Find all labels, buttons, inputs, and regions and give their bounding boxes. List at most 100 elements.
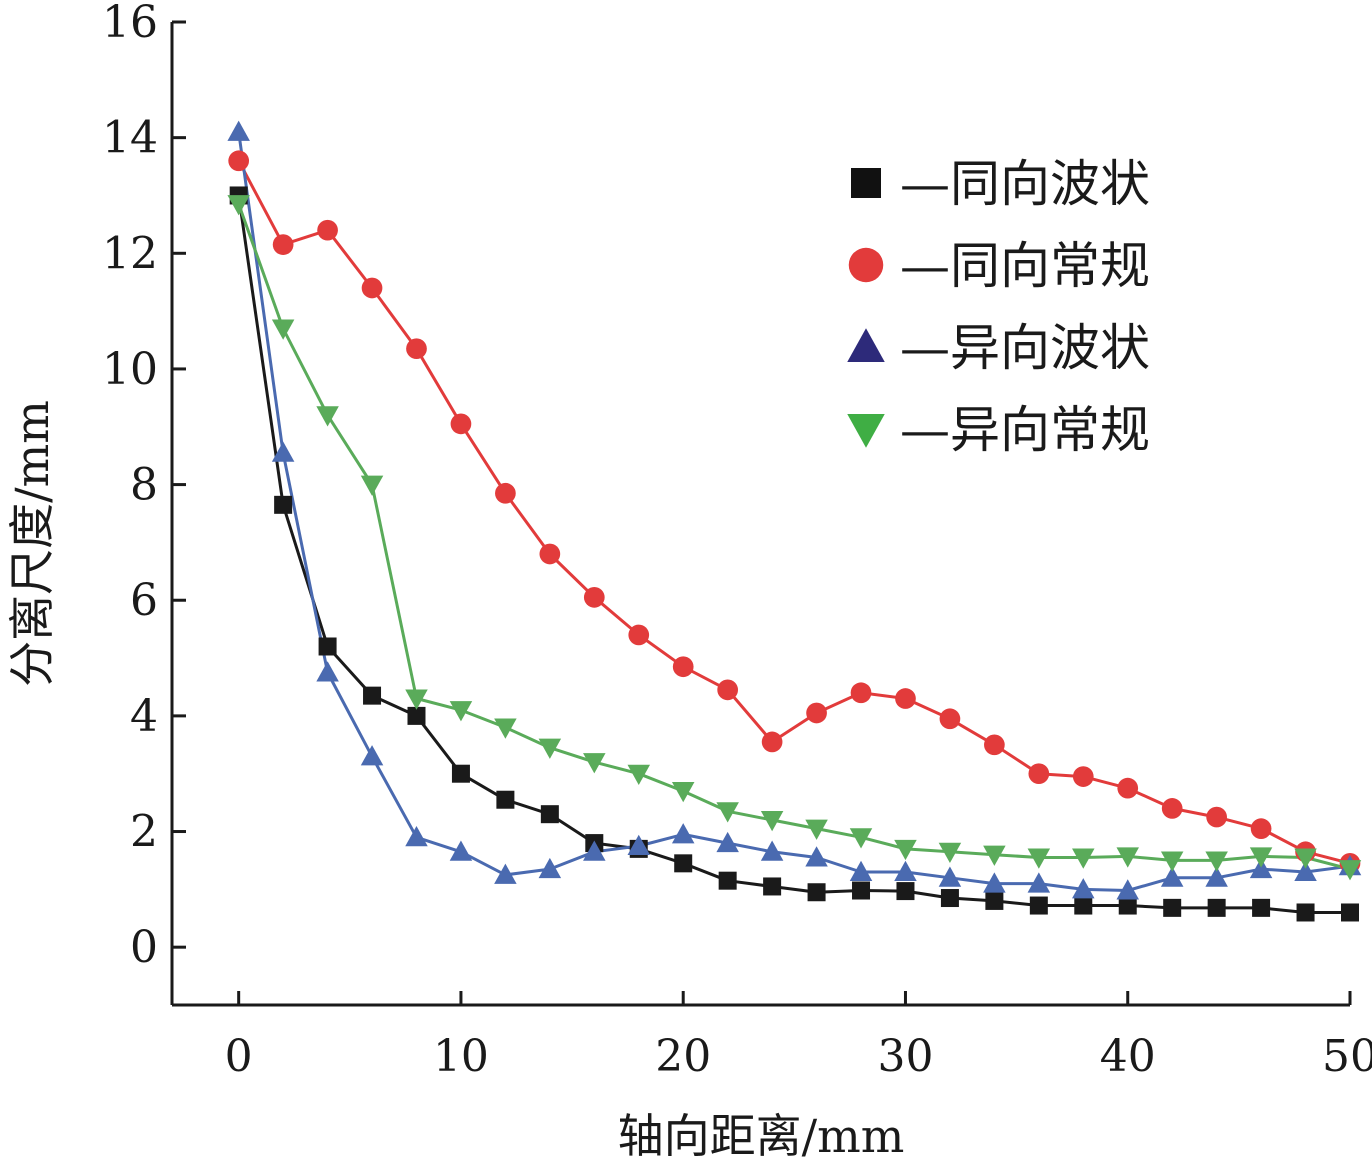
data-point bbox=[316, 661, 339, 682]
ticks: 0 2 4 6 8 10 12 14 16 0 10 20 30 40 50 bbox=[102, 0, 1372, 1082]
data-point bbox=[451, 764, 470, 783]
data-point bbox=[1072, 878, 1095, 899]
data-point bbox=[1160, 851, 1184, 872]
data-point bbox=[1296, 903, 1315, 922]
data-point bbox=[1028, 763, 1050, 785]
y-tick-label: 8 bbox=[130, 460, 158, 511]
data-point bbox=[1118, 896, 1137, 915]
data-point bbox=[852, 881, 871, 900]
data-point bbox=[716, 831, 739, 853]
data-point bbox=[1160, 866, 1184, 887]
data-point bbox=[407, 706, 426, 725]
data-point bbox=[807, 883, 826, 902]
data-point bbox=[671, 823, 695, 844]
data-point bbox=[538, 738, 562, 759]
data-point bbox=[627, 764, 651, 785]
data-point bbox=[405, 826, 428, 847]
legend-label: —同向常规 bbox=[900, 237, 1150, 295]
data-point bbox=[583, 840, 606, 861]
legend-item: —异向常规 bbox=[847, 401, 1150, 459]
data-point bbox=[1294, 848, 1317, 869]
data-point bbox=[1072, 766, 1094, 787]
legend-item: —同向波状 bbox=[851, 155, 1150, 213]
data-point bbox=[983, 845, 1006, 866]
data-point bbox=[806, 702, 827, 724]
data-point bbox=[318, 637, 337, 656]
data-point bbox=[763, 877, 782, 896]
data-point bbox=[494, 863, 517, 884]
data-point bbox=[360, 745, 384, 766]
data-point bbox=[940, 889, 959, 908]
data-point bbox=[228, 150, 250, 172]
x-tick-label: 0 bbox=[225, 1031, 253, 1082]
y-tick-label: 12 bbox=[102, 228, 158, 279]
x-tick-label: 10 bbox=[433, 1031, 489, 1082]
legend-marker bbox=[847, 414, 885, 448]
data-point bbox=[496, 790, 515, 809]
data-point bbox=[361, 277, 383, 299]
series-line-1 bbox=[237, 160, 1351, 865]
x-tick-label: 20 bbox=[655, 1031, 711, 1082]
data-point bbox=[406, 338, 427, 360]
data-point bbox=[583, 753, 606, 774]
data-point bbox=[939, 708, 961, 730]
series-line-3 bbox=[237, 203, 1351, 871]
data-point bbox=[271, 441, 295, 462]
data-point bbox=[1206, 806, 1227, 828]
series-points-0 bbox=[229, 186, 1359, 922]
y-tick-label: 14 bbox=[102, 113, 158, 164]
series-points-3 bbox=[227, 195, 1362, 881]
data-point bbox=[1027, 848, 1051, 869]
x-axis-title: 轴向距离/mm bbox=[618, 1109, 905, 1163]
data-point bbox=[1207, 898, 1226, 917]
data-point bbox=[1161, 798, 1183, 819]
data-point bbox=[1249, 847, 1273, 868]
data-point bbox=[983, 872, 1006, 893]
data-point bbox=[850, 682, 872, 704]
legend-label: —同向波状 bbox=[900, 155, 1150, 213]
series-line-0 bbox=[237, 195, 1350, 914]
data-point bbox=[671, 782, 695, 803]
data-point bbox=[317, 219, 338, 241]
legend-marker bbox=[851, 168, 881, 198]
y-tick-label: 4 bbox=[130, 691, 158, 742]
data-point bbox=[540, 805, 559, 824]
data-point bbox=[1117, 777, 1139, 799]
data-point bbox=[1116, 879, 1139, 900]
data-point bbox=[896, 882, 915, 901]
data-point bbox=[805, 846, 828, 867]
legend: —同向波状 —同向常规 —异向波状 —异向常规 bbox=[847, 155, 1150, 459]
y-tick-label: 10 bbox=[102, 344, 158, 395]
data-point bbox=[227, 195, 250, 216]
legend-marker bbox=[847, 328, 885, 362]
legend-item: —同向常规 bbox=[848, 237, 1150, 295]
data-point bbox=[450, 413, 472, 435]
data-point bbox=[272, 234, 294, 255]
data-point bbox=[539, 543, 561, 565]
x-tick-label: 40 bbox=[1100, 1031, 1156, 1082]
data-point bbox=[1027, 872, 1051, 893]
data-point bbox=[761, 731, 783, 753]
data-point bbox=[1074, 896, 1093, 915]
data-point bbox=[849, 860, 873, 882]
data-point bbox=[274, 495, 293, 514]
data-point bbox=[583, 586, 605, 608]
series-line-2 bbox=[237, 131, 1351, 892]
data-point bbox=[628, 624, 650, 646]
data-point bbox=[938, 842, 962, 864]
series-points-1 bbox=[228, 150, 1361, 874]
legend-label: —异向波状 bbox=[900, 319, 1150, 377]
data-point bbox=[363, 686, 382, 705]
y-axis-title: 分离尺度/mm bbox=[5, 400, 59, 687]
data-point bbox=[717, 679, 739, 701]
y-tick-label: 0 bbox=[130, 922, 158, 973]
data-point bbox=[1116, 847, 1139, 868]
series-points-2 bbox=[227, 120, 1362, 900]
data-point bbox=[985, 891, 1004, 910]
data-point bbox=[716, 802, 739, 823]
data-point bbox=[1205, 851, 1228, 872]
data-point bbox=[405, 689, 428, 710]
data-point bbox=[494, 718, 517, 739]
